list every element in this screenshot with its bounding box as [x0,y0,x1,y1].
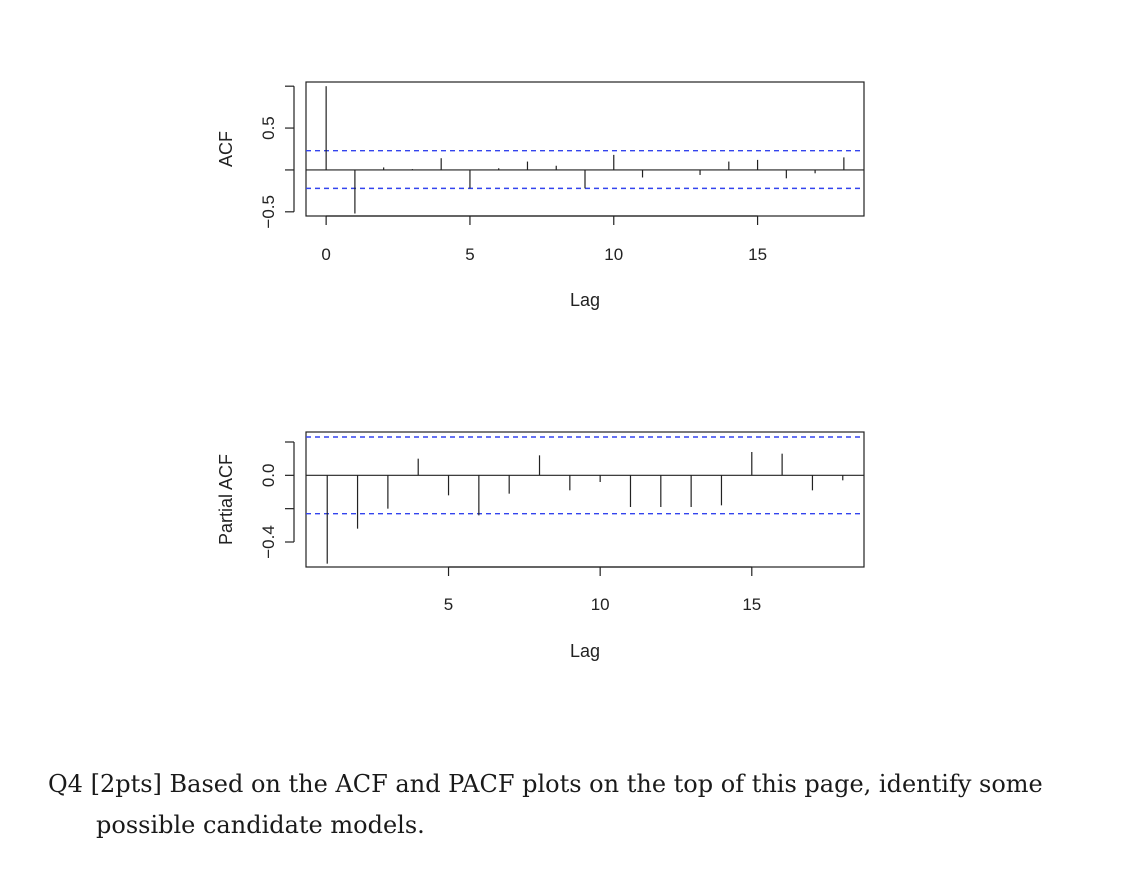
pacf-y-tick-label: 0.0 [259,464,278,488]
pacf-plot-frame [305,431,865,568]
pacf-x-tick-label-10: 10 [591,595,610,614]
pacf-y-axis-label: Partial ACF [216,454,236,545]
pacf-x-tick-label-15: 15 [742,595,761,614]
acf-x-axis-label: Lag [570,290,600,310]
charts-figure: 0 5 10 15 −0.5 0.5 ACF Lag 5 10 15 −0.4 0.0 Partial A… [216,81,865,661]
acf-x-tick-label-5: 5 [465,245,474,264]
question-line-1: Q4 [2pts] Based on the ACF and PACF plot… [48,770,1043,798]
pacf-panel: 5 10 15 −0.4 0.0 Partial ACF Lag [216,431,865,661]
question-text: Q4 [2pts] Based on the ACF and PACF plot… [48,764,1098,846]
question-line-2: possible candidate models. [96,811,425,839]
acf-panel: 0 5 10 15 −0.5 0.5 ACF Lag [216,81,865,310]
acf-y-axis-label: ACF [216,131,236,167]
pacf-y-tick-label: −0.4 [259,525,278,559]
pacf-x-axis-label: Lag [570,641,600,661]
pacf-x-tick-label-5: 5 [444,595,453,614]
acf-x-tick-label-10: 10 [604,245,623,264]
acf-y-tick-label: 0.5 [259,116,278,140]
acf-x-tick-label-0: 0 [321,245,330,264]
acf-y-tick-label: −0.5 [259,195,278,229]
acf-plot-frame [305,81,865,217]
acf-x-tick-label-15: 15 [748,245,767,264]
